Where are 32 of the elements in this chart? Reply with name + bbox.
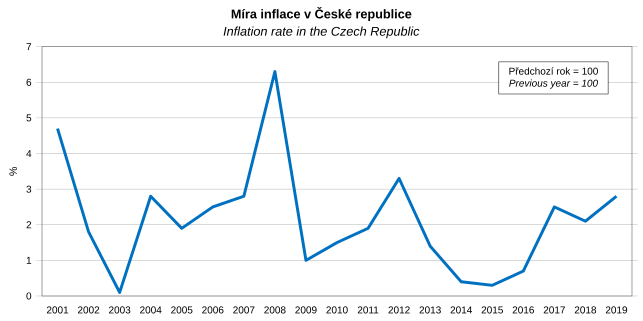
x-tick-label: 2012 xyxy=(388,306,410,314)
annotation: Previous year = 100 xyxy=(509,79,598,89)
x-tick-label: 2011 xyxy=(358,306,378,314)
y-tick-label: 2 xyxy=(26,221,32,228)
y-tick-label: 4 xyxy=(26,150,32,157)
x-tick-label: 2008 xyxy=(264,306,286,314)
x-tick-label: 2004 xyxy=(140,306,162,314)
chart-subtitle: Inflation rate in the Czech Republic xyxy=(224,26,420,38)
x-tick-label: 2019 xyxy=(606,306,628,314)
x-tick-label: 2016 xyxy=(512,306,534,314)
x-tick-label: 2015 xyxy=(482,306,503,314)
y-tick-label: 6 xyxy=(26,78,32,86)
annotation: Předchozí rok = 100 xyxy=(509,67,598,75)
x-tick-label: 2009 xyxy=(295,306,317,314)
y-tick-label: 0 xyxy=(26,292,32,300)
x-tick-label: 2013 xyxy=(420,306,441,314)
chart-title: Míra inflace v České republice xyxy=(232,6,412,21)
y-tick-label: 3 xyxy=(26,186,32,193)
x-tick-label: 2017 xyxy=(544,306,565,314)
y-tick-label: 1 xyxy=(26,256,32,264)
y-tick-label: 5 xyxy=(26,114,32,122)
x-tick-label: 2007 xyxy=(233,306,254,314)
x-tick-label: 2005 xyxy=(171,306,192,314)
x-tick-label: 2014 xyxy=(450,306,472,314)
y-axis-title: % xyxy=(9,166,17,176)
x-tick-label: 2003 xyxy=(109,306,130,314)
x-tick-label: 2006 xyxy=(202,306,224,314)
x-tick-label: 2018 xyxy=(574,306,596,314)
x-tick-label: 2010 xyxy=(326,306,348,314)
x-tick-label: 2001 xyxy=(46,306,68,314)
x-tick-label: 2002 xyxy=(78,306,100,314)
y-tick-label: 7 xyxy=(26,43,32,50)
